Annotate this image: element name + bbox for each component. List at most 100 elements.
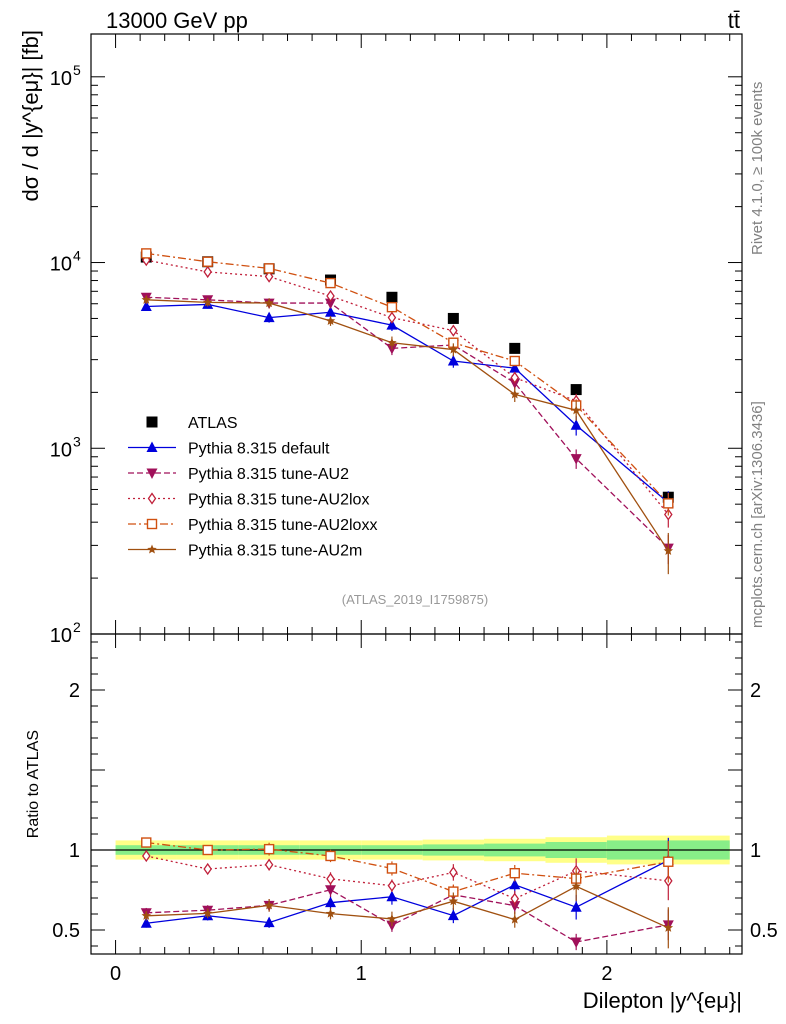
x-tick-label-2: 2 [601,963,612,985]
series-3-ratio-point-2 [263,843,275,855]
series-3-point-0 [141,248,152,259]
series-0-ratio-point-3 [325,896,337,908]
ratio-y-tick-label-left-1: 1 [69,840,80,862]
series-2-ratio-point-4 [387,879,397,892]
series-4-point-4 [387,337,397,347]
legend-marker-2 [146,468,158,479]
y-tick-exponent-2: 4 [73,248,81,264]
series-0-point-4 [386,319,398,330]
series-2-ratio-point-1 [203,862,212,876]
series-4-point-5 [448,344,459,354]
series-1-ratio-point-3 [325,885,337,896]
series-1-ratio-point-7 [570,937,582,948]
series-0-point-2 [263,311,275,323]
series-2-point-6 [510,371,520,384]
legend-label-1: Pythia 8.315 default [188,441,330,458]
series-0 [140,298,674,928]
legend-label-4: Pythia 8.315 tune-AU2loxx [188,517,377,534]
legend-label-5: Pythia 8.315 tune-AU2m [188,543,362,560]
ratio-y-axis-title: Ratio to ATLAS [25,730,42,838]
series-4-point-6 [510,389,520,399]
series-4-ratio-point-7 [571,881,581,891]
series-2-ratio-point-0 [141,849,151,863]
series-0-point-6 [509,362,521,373]
atlas-data-point-6 [509,342,521,354]
series-4-point-0 [141,294,152,304]
atlas-data-point-7 [570,384,582,396]
series-3-ratio-point-4 [386,863,398,874]
series-4-point-8 [663,545,674,555]
series-1-point-7 [570,454,582,465]
series-3-point-1 [202,256,213,267]
y-tick-label-1: 10 [50,439,72,461]
legend-marker-1 [146,441,158,452]
series-2-point-1 [203,265,212,279]
series-3-point-3 [325,277,336,289]
series-2-ratio-point-3 [326,872,335,885]
series-3-ratio-point-8 [663,856,674,867]
series-4-point-2 [264,298,274,308]
series-4-ratio-point-0 [141,910,152,920]
series-3-ratio-point-0 [141,837,152,848]
series-2-ratio-point-5 [449,866,458,879]
y-tick-label-2: 10 [50,254,72,276]
y-tick-label-0: 10 [50,625,72,647]
mcplots-label: mcplots.cern.ch [arXiv:1306.3436] [749,401,766,628]
x-axis-title: Dilepton |y^{eμ}| [583,988,742,1013]
x-tick-label-0: 0 [110,963,121,985]
series-0-ratio-point-2 [263,916,275,928]
series-2-ratio-point-6 [510,892,520,905]
series-1-line [146,296,669,549]
series-0-ratio-point-6 [509,878,521,890]
series-1-ratio-line [146,889,669,943]
series-2-point-4 [387,311,397,324]
legend: ATLAS Pythia 8.315 default Pythia 8.315 tu… [128,415,377,560]
series-3-point-8 [663,498,674,509]
legend-label-3: Pythia 8.315 tune-AU2lox [188,492,369,509]
series-0-point-5 [447,355,459,366]
data-series [140,248,674,951]
series-0-point-7 [570,419,582,430]
series-2-point-2 [264,270,274,283]
ratio-y-tick-label-left-0: 0.5 [52,920,80,942]
series-0-point-0 [140,300,152,311]
ratio-panel-frame [90,633,743,955]
series-0-ratio-point-0 [140,917,152,928]
series-4-ratio-point-8 [663,922,674,932]
series-3-point-2 [263,263,275,274]
x-tick-label-1: 1 [356,963,367,985]
series-4-point-1 [202,297,213,307]
legend-marker-4 [146,518,158,530]
series-4-ratio-point-1 [202,908,213,918]
series-3 [141,248,674,899]
series-3-ratio-point-3 [325,850,336,862]
series-4-ratio-point-5 [448,896,459,906]
plot-frames [90,33,743,955]
series-4 [141,294,674,949]
ratio-y-tick-label-right-2: 2 [750,680,761,702]
series-3-ratio-point-1 [202,844,213,856]
ratio-y-tick-label-left-2: 2 [69,680,80,702]
series-3-ratio-point-6 [509,867,520,879]
series-3-point-6 [509,355,520,367]
series-1-point-3 [325,298,337,310]
series-2-ratio-point-2 [264,858,274,871]
ratio-y-tick-label-right-0: 0.5 [750,920,778,942]
series-0-ratio-point-5 [447,909,459,921]
legend-marker-5 [147,544,157,554]
series-4-point-7 [571,405,581,415]
series-4-ratio-point-3 [325,908,336,918]
series-2-point-3 [326,289,335,303]
y-tick-label-3: 10 [50,68,72,90]
series-4-ratio-line [146,885,669,929]
legend-label-0: ATLAS [188,415,238,432]
legend-marker-0 [146,416,158,428]
y-tick-exponent-1: 3 [73,433,81,449]
y-tick-exponent-3: 5 [73,62,81,78]
rivet-label: Rivet 4.1.0, ≥ 100k events [749,82,766,255]
atlas-data-point-4 [386,291,398,303]
energy-label: 13000 GeV pp [106,8,248,33]
analysis-label: (ATLAS_2019_I1759875) [342,592,488,607]
